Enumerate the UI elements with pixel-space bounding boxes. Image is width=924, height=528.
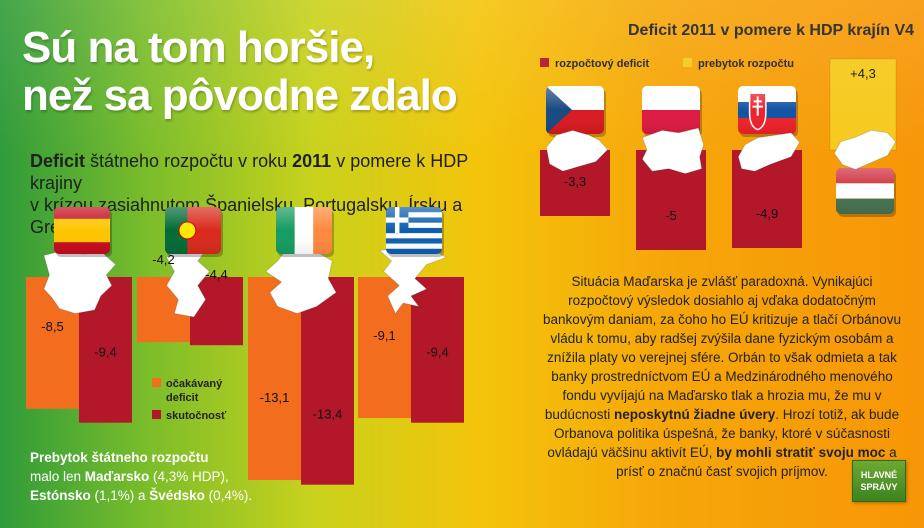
v4-label-1: -5 <box>665 208 677 223</box>
v4-legend-deficit: rozpočtový deficit <box>540 54 649 72</box>
slovakia-flag-icon <box>738 86 798 137</box>
surplus-note-text-1: malo len <box>30 469 85 484</box>
subtitle-text-1: štátneho rozpočtu v roku <box>85 151 293 171</box>
label-actual-2: -13,4 <box>313 407 343 422</box>
surplus-note: Prebytok štátneho rozpočtu malo len Maďa… <box>30 448 290 505</box>
subtitle-keyword-deficit: Deficit <box>30 151 86 171</box>
surplus-note-estonia: Estónsko <box>30 488 91 503</box>
surplus-note-sweden: Švédsko <box>149 488 205 503</box>
label-expected-2: -13,1 <box>260 390 290 405</box>
paragraph-bold-2: by mohli stratiť svoju moc <box>716 445 886 460</box>
legend-actual-label: skutočnosť <box>166 410 227 422</box>
crisis-countries-chart: -8,5 -9,4 -4,2 -4,4 -13,1 -13,4 -9,1 -9,4 očaká… <box>26 207 464 485</box>
surplus-note-text-2: (4,3% HDP), <box>149 469 229 484</box>
hungary-map-icon <box>833 129 897 170</box>
legend-actual-swatch <box>152 410 161 419</box>
v4-legend-deficit-swatch <box>540 58 549 68</box>
legend-expected-label-1: očakávaný <box>166 378 223 390</box>
poland-flag-icon <box>642 86 702 137</box>
v4-legend-surplus: prebytok rozpočtu <box>683 54 794 72</box>
surplus-note-text-3: (1,1%) a <box>90 488 150 503</box>
v4-label-0: -3,3 <box>564 174 586 189</box>
v4-legend-surplus-label: prebytok rozpočtu <box>698 58 794 70</box>
label-expected-3: -9,1 <box>373 328 395 343</box>
poland-map-icon <box>641 127 705 175</box>
logo-line-2: SPRÁVY <box>860 482 898 492</box>
logo-line-1: HLAVNÉ <box>860 470 898 480</box>
label-actual-1: -4,4 <box>205 267 227 282</box>
headline: Sú na tom horšie, než sa pôvodne zdalo <box>22 24 502 120</box>
v4-chart: -3,3 -5 -4,9 +4,3 <box>540 58 897 250</box>
slovakia-map-icon <box>737 132 801 172</box>
paragraph-bold-1: neposkytnú žiadne úvery <box>613 407 776 422</box>
portugal-flag-icon <box>165 207 223 257</box>
v4-legend-deficit-label: rozpočtový deficit <box>555 58 650 70</box>
v4-label-2: -4,9 <box>756 206 778 221</box>
czech-flag-icon <box>546 86 606 137</box>
portugal-map-icon <box>165 246 211 318</box>
subtitle-keyword-year: 2011 <box>292 151 332 171</box>
hlavne-spravy-logo: HLAVNÉ SPRÁVY <box>852 460 906 502</box>
bar-actual-3 <box>411 277 464 423</box>
greece-flag-icon <box>386 207 444 257</box>
ireland-flag-icon <box>276 207 334 257</box>
label-actual-3: -9,4 <box>426 345 448 360</box>
v4-label-3: +4,3 <box>850 66 876 81</box>
label-expected-0: -8,5 <box>41 319 63 334</box>
label-expected-1: -4,2 <box>152 252 174 267</box>
headline-line-2: než sa pôvodne zdalo <box>22 71 458 120</box>
paragraph-text-3: a prísť o značnú časť svojich príjmov. <box>616 445 897 479</box>
surplus-note-heading: Prebytok štátneho rozpočtu <box>30 450 209 465</box>
v4-chart-title: Deficit 2011 v pomere k HDP krajín V4 <box>628 22 915 39</box>
legend-expected-label-2: deficit <box>166 392 199 404</box>
v4-legend-surplus-swatch <box>683 58 692 68</box>
bar-actual-2 <box>301 277 354 485</box>
surplus-note-text-4: (0,4%). <box>204 488 253 503</box>
hungary-flag-icon <box>836 168 896 217</box>
legend-expected-swatch <box>152 378 161 387</box>
surplus-note-hungary: Maďarsko <box>84 469 150 484</box>
paragraph-text-2: . Hrozí totiž, ak bude Orbanova politika… <box>547 407 900 460</box>
czech-map-icon <box>545 129 609 172</box>
ireland-map-icon <box>265 246 337 315</box>
label-actual-0: -9,4 <box>94 345 116 360</box>
paragraph-text-1: Situácia Maďarska je zvlášť paradoxná. V… <box>543 274 901 422</box>
subtitle-text-2: v pomere k HDP krajiny <box>30 151 468 193</box>
greece-map-icon <box>378 246 448 315</box>
spain-flag-icon <box>54 207 112 257</box>
hungary-paragraph: Situácia Maďarska je zvlášť paradoxná. V… <box>538 272 906 481</box>
headline-line-1: Sú na tom horšie, <box>22 23 375 72</box>
